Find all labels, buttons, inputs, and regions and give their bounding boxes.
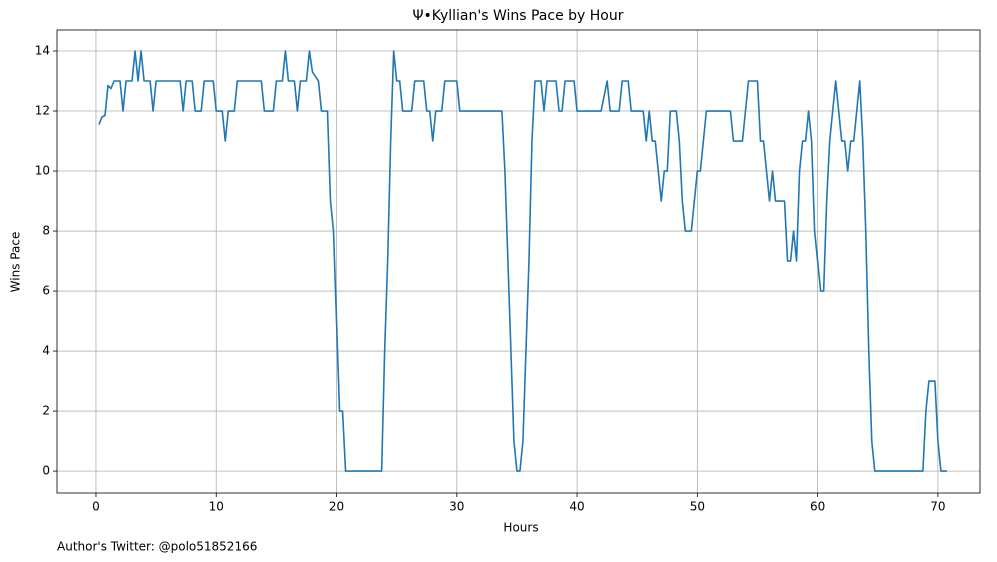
y-tick-label: 12 xyxy=(35,104,50,118)
y-tick-label: 0 xyxy=(42,464,50,478)
x-tick-label: 10 xyxy=(209,500,224,514)
x-tick-label: 30 xyxy=(449,500,464,514)
data-line xyxy=(98,50,947,472)
y-tick-label: 8 xyxy=(42,224,50,238)
y-tick-label: 14 xyxy=(35,44,50,58)
x-tick-label: 70 xyxy=(930,500,945,514)
x-tick-label: 50 xyxy=(690,500,705,514)
y-axis-label: Wins Pace xyxy=(9,232,23,293)
x-tick-label: 40 xyxy=(569,500,584,514)
x-axis-label: Hours xyxy=(503,521,538,535)
plot-frame xyxy=(56,29,981,494)
x-tick-label: 20 xyxy=(329,500,344,514)
y-tick-label: 10 xyxy=(35,164,50,178)
y-tick-label: 6 xyxy=(42,284,50,298)
annotation: Author's Twitter: @polo51852166 xyxy=(57,540,257,554)
y-tick-label: 2 xyxy=(42,404,50,418)
y-tick-label: 4 xyxy=(42,344,50,358)
chart-title: Ψ•Kyllian's Wins Pace by Hour xyxy=(413,8,624,24)
x-tick-label: 60 xyxy=(810,500,825,514)
x-tick-label: 0 xyxy=(92,500,100,514)
